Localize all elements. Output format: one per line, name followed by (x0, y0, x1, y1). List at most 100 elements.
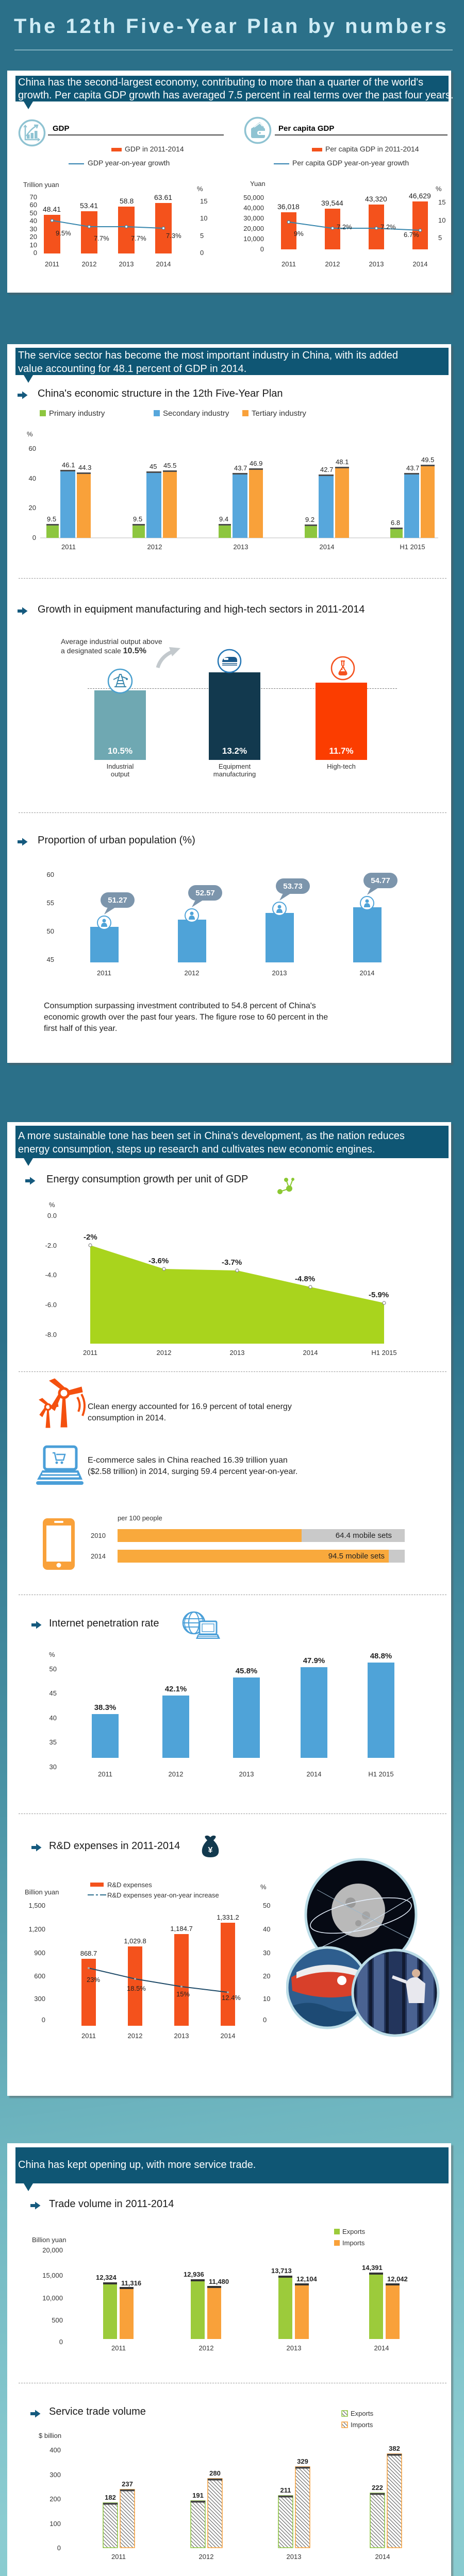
svg-text:35: 35 (49, 1738, 57, 1746)
svg-text:2014: 2014 (413, 260, 428, 268)
svg-text:60: 60 (30, 201, 37, 209)
svg-text:7.3%: 7.3% (166, 232, 181, 240)
svg-text:47.9%: 47.9% (303, 1656, 325, 1665)
svg-text:9.4: 9.4 (219, 515, 228, 523)
svg-text:39,544: 39,544 (321, 199, 343, 207)
svg-text:2014: 2014 (307, 1770, 322, 1778)
svg-text:20: 20 (263, 1972, 270, 1980)
svg-text:2013: 2013 (369, 260, 384, 268)
svg-text:40: 40 (49, 1714, 57, 1722)
svg-text:9%: 9% (294, 230, 304, 238)
svg-text:40: 40 (29, 474, 36, 482)
svg-text:2014: 2014 (374, 2344, 389, 2352)
svg-text:20: 20 (29, 504, 36, 512)
svg-text:H1 2015: H1 2015 (371, 1349, 396, 1357)
svg-text:2011: 2011 (281, 260, 296, 268)
svg-text:900: 900 (34, 1949, 45, 1957)
svg-text:%: % (197, 185, 203, 193)
svg-text:48.8%: 48.8% (370, 1652, 392, 1660)
svg-text:20: 20 (30, 233, 37, 241)
svg-text:45: 45 (47, 956, 54, 963)
svg-text:%: % (436, 185, 442, 193)
svg-text:2011: 2011 (111, 2344, 126, 2352)
svg-text:329: 329 (297, 2458, 308, 2465)
svg-text:2014: 2014 (375, 2553, 390, 2561)
svg-text:1,500: 1,500 (28, 1902, 45, 1909)
svg-text:%: % (27, 430, 33, 438)
svg-text:15,000: 15,000 (42, 2272, 63, 2279)
svg-text:2012: 2012 (82, 260, 97, 268)
svg-text:H1 2015: H1 2015 (400, 543, 425, 551)
svg-text:50: 50 (47, 927, 54, 935)
svg-text:42.7: 42.7 (320, 466, 333, 473)
svg-text:51.27: 51.27 (108, 896, 127, 905)
svg-text:55: 55 (47, 899, 54, 907)
svg-text:49.5: 49.5 (421, 456, 434, 464)
svg-text:382: 382 (389, 2445, 400, 2452)
svg-text:7.7%: 7.7% (131, 234, 146, 242)
svg-text:R&D expenses: R&D expenses (107, 1881, 152, 1889)
svg-text:43.7: 43.7 (234, 464, 247, 472)
svg-text:10: 10 (200, 214, 207, 222)
svg-text:300: 300 (49, 2471, 61, 2479)
svg-text:2014: 2014 (320, 543, 335, 551)
svg-text:0: 0 (59, 2338, 63, 2346)
svg-text:48.41: 48.41 (43, 205, 61, 213)
svg-text:2011: 2011 (45, 260, 59, 268)
svg-text:30: 30 (263, 1949, 270, 1957)
svg-text:-2.0: -2.0 (45, 1242, 57, 1249)
svg-text:Yuan: Yuan (250, 180, 266, 188)
svg-text:2013: 2013 (230, 1349, 245, 1357)
svg-text:7.7%: 7.7% (94, 234, 109, 242)
svg-text:0: 0 (42, 2016, 45, 2024)
svg-text:44.3: 44.3 (78, 464, 91, 471)
svg-text:46.1: 46.1 (62, 461, 75, 469)
svg-text:Imports: Imports (351, 2421, 373, 2429)
svg-text:%: % (49, 1201, 55, 1209)
svg-text:2014: 2014 (303, 1349, 318, 1357)
svg-text:12,042: 12,042 (387, 2275, 408, 2283)
svg-text:237: 237 (122, 2480, 133, 2488)
svg-text:46,629: 46,629 (409, 192, 431, 200)
svg-text:2013: 2013 (287, 2344, 302, 2352)
svg-text:0: 0 (260, 245, 264, 253)
svg-text:9.5: 9.5 (47, 515, 56, 523)
svg-text:280: 280 (209, 2469, 221, 2477)
svg-text:5: 5 (438, 234, 442, 242)
svg-text:45: 45 (49, 1689, 57, 1697)
svg-text:¥: ¥ (208, 1846, 213, 1855)
svg-text:50: 50 (30, 209, 37, 217)
svg-text:0: 0 (32, 534, 36, 541)
svg-text:2013: 2013 (272, 969, 287, 977)
svg-text:6.8: 6.8 (391, 519, 400, 527)
svg-text:58.8: 58.8 (120, 197, 134, 205)
svg-text:191: 191 (192, 2492, 204, 2499)
svg-text:2012: 2012 (185, 969, 200, 977)
svg-text:-3.6%: -3.6% (148, 1257, 169, 1265)
svg-text:50,000: 50,000 (243, 194, 264, 201)
svg-text:2012: 2012 (169, 1770, 184, 1778)
svg-text:2012: 2012 (325, 260, 340, 268)
svg-text:43,320: 43,320 (365, 195, 387, 203)
svg-text:211: 211 (280, 2486, 291, 2494)
svg-text:2012: 2012 (128, 2032, 143, 2040)
svg-text:20,000: 20,000 (42, 2246, 63, 2254)
svg-text:0: 0 (34, 249, 37, 257)
svg-text:15%: 15% (176, 1990, 190, 1998)
svg-text:2012: 2012 (147, 543, 162, 551)
svg-text:12,324: 12,324 (96, 2274, 117, 2281)
svg-text:6.7%: 6.7% (404, 231, 419, 239)
svg-text:53.41: 53.41 (80, 201, 98, 210)
svg-text:500: 500 (52, 2316, 63, 2324)
svg-text:42.1%: 42.1% (165, 1685, 187, 1693)
svg-text:2011: 2011 (111, 2553, 126, 2561)
svg-text:-3.7%: -3.7% (222, 1258, 242, 1267)
svg-text:1,200: 1,200 (28, 1925, 45, 1933)
svg-text:2012: 2012 (157, 1349, 172, 1357)
svg-text:53.73: 53.73 (283, 882, 303, 891)
svg-text:10,000: 10,000 (243, 235, 264, 243)
svg-text:2012: 2012 (199, 2553, 214, 2561)
svg-text:2013: 2013 (234, 543, 248, 551)
svg-text:7.2%: 7.2% (380, 223, 396, 231)
svg-text:Trillion yuan: Trillion yuan (23, 181, 59, 189)
